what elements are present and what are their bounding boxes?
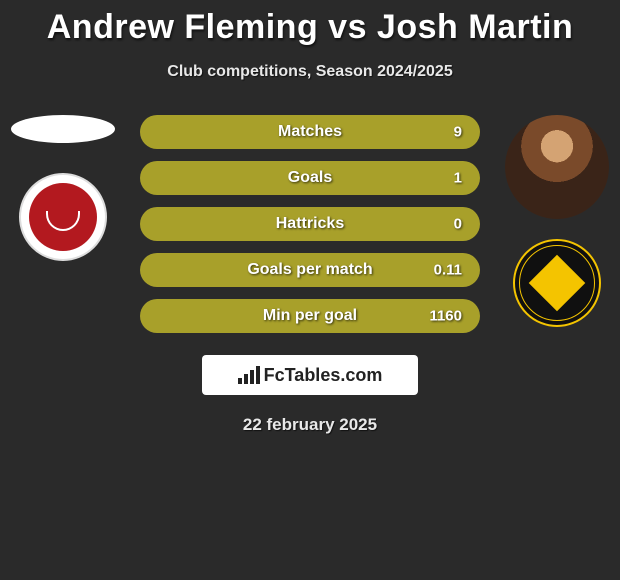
stat-bars: Matches 9 Goals 1 Hattricks 0 Goals per … — [140, 115, 480, 333]
left-player-column — [8, 115, 118, 261]
stat-label: Goals — [288, 169, 332, 187]
stat-bar-gpm: Goals per match 0.11 — [140, 253, 480, 287]
stat-label: Goals per match — [247, 261, 372, 279]
stat-value-right: 1160 — [429, 308, 462, 325]
comparison-content: Matches 9 Goals 1 Hattricks 0 Goals per … — [0, 115, 620, 333]
watermark-badge: FcTables.com — [202, 355, 418, 395]
stat-label: Matches — [278, 123, 342, 141]
stat-value-right: 9 — [454, 124, 462, 141]
page-title: Andrew Fleming vs Josh Martin — [0, 0, 620, 47]
stat-label: Hattricks — [276, 215, 344, 233]
club-crest-newport — [513, 239, 601, 327]
stat-value-right: 0 — [454, 216, 462, 233]
stat-value-right: 1 — [454, 170, 462, 187]
stat-bar-goals: Goals 1 — [140, 161, 480, 195]
club-crest-morecambe — [19, 173, 107, 261]
stat-bar-mpg: Min per goal 1160 — [140, 299, 480, 333]
stat-bar-hattricks: Hattricks 0 — [140, 207, 480, 241]
stat-label: Min per goal — [263, 307, 357, 325]
stat-value-right: 0.11 — [434, 262, 462, 279]
bars-icon — [238, 366, 260, 384]
watermark-text: FcTables.com — [264, 365, 383, 386]
right-player-column — [502, 115, 612, 327]
stat-bar-matches: Matches 9 — [140, 115, 480, 149]
player-photo — [505, 115, 609, 219]
player-photo-placeholder — [11, 115, 115, 143]
footer-date: 22 february 2025 — [0, 415, 620, 435]
page-subtitle: Club competitions, Season 2024/2025 — [0, 63, 620, 81]
